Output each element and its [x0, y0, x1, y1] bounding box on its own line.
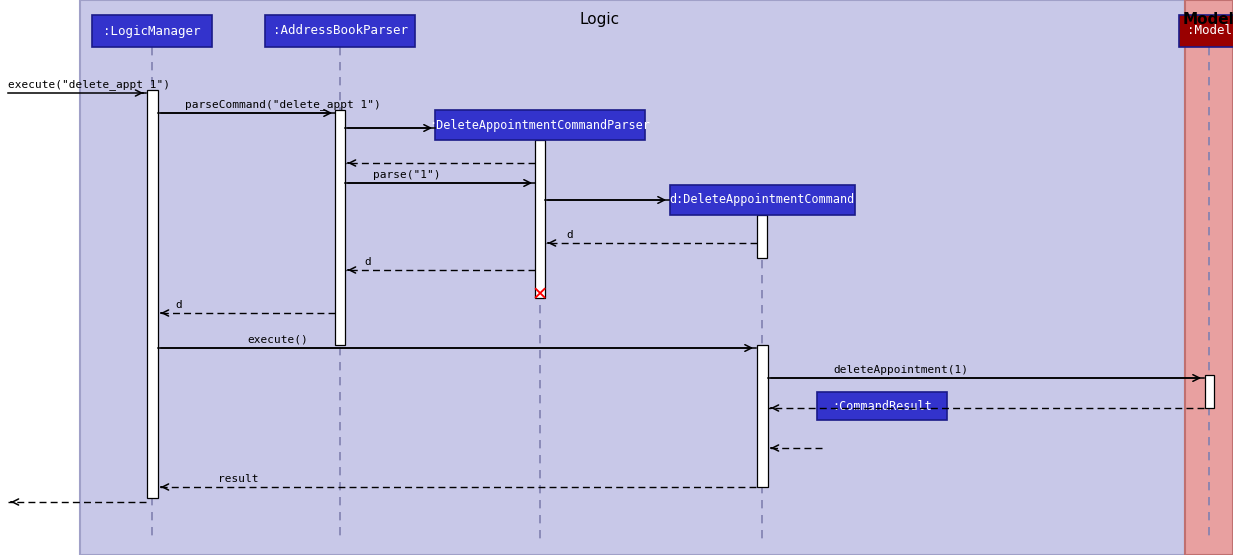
Bar: [1179, 15, 1233, 47]
Bar: [670, 185, 854, 215]
Text: ✕: ✕: [531, 285, 549, 305]
Bar: [757, 215, 767, 258]
Text: d: d: [175, 300, 182, 310]
Text: Logic: Logic: [580, 12, 620, 27]
Text: d: d: [364, 257, 371, 267]
Bar: [535, 140, 545, 298]
Bar: [335, 110, 345, 345]
Text: :DeleteAppointmentCommandParser: :DeleteAppointmentCommandParser: [429, 119, 651, 132]
Bar: [92, 15, 212, 47]
Bar: [435, 110, 645, 140]
Text: execute("delete_appt 1"): execute("delete_appt 1"): [7, 79, 170, 90]
Text: d:DeleteAppointmentCommand: d:DeleteAppointmentCommand: [670, 194, 854, 206]
Bar: [1185, 0, 1233, 555]
Text: deleteAppointment(1): deleteAppointment(1): [834, 365, 968, 375]
Text: result: result: [218, 474, 258, 484]
Text: parseCommand("delete_appt 1"): parseCommand("delete_appt 1"): [185, 99, 380, 110]
Bar: [1205, 375, 1213, 408]
Text: parse("1"): parse("1"): [374, 170, 441, 180]
Text: :AddressBookParser: :AddressBookParser: [272, 24, 407, 38]
Text: :LogicManager: :LogicManager: [104, 24, 201, 38]
Text: :CommandResult: :CommandResult: [832, 400, 932, 412]
Bar: [147, 90, 158, 498]
Text: Model: Model: [1184, 12, 1233, 27]
Text: execute(): execute(): [248, 335, 308, 345]
Bar: [80, 0, 1185, 555]
Text: d: d: [566, 230, 573, 240]
Text: :Model: :Model: [1186, 24, 1232, 38]
Bar: [265, 15, 416, 47]
Bar: [757, 345, 767, 487]
Bar: [817, 392, 947, 420]
